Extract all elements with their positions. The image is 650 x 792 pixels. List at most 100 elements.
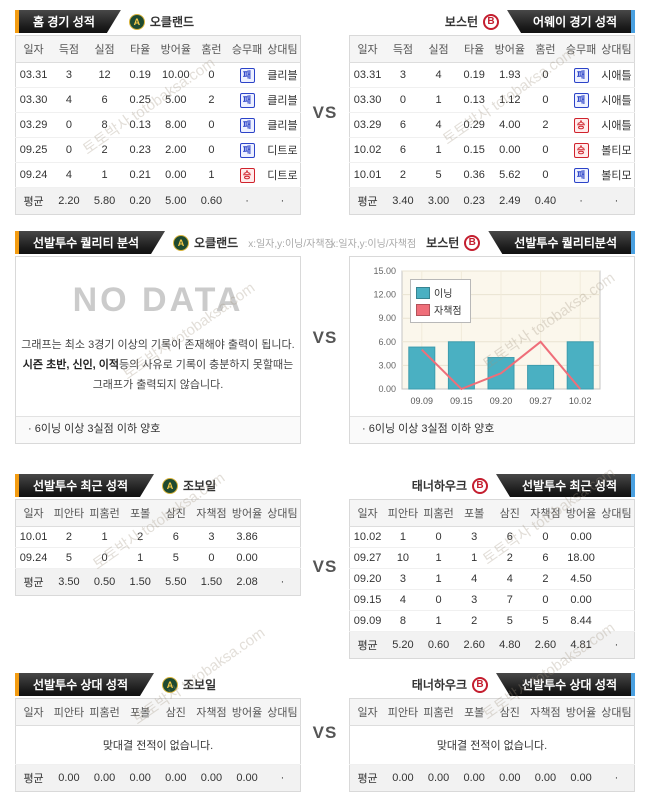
- section-title: 선발투수 최근 성적: [33, 479, 128, 493]
- table-cell: 5.62: [492, 162, 528, 188]
- table-cell: 3.50: [51, 568, 87, 596]
- table-cell: 09.15: [349, 589, 386, 611]
- win-badge: 승: [239, 167, 255, 183]
- empty-message: 맞대결 전적이 없습니다.: [15, 725, 301, 765]
- table-cell: 2.60: [456, 631, 492, 659]
- section-tab: 선발투수 최근 성적: [19, 474, 154, 497]
- column-header: 상대팀: [264, 35, 301, 63]
- loss-badge: 패: [239, 92, 255, 108]
- table-cell: 0.60: [193, 187, 230, 215]
- table-cell: 2: [492, 547, 528, 569]
- column-header: 포볼: [456, 499, 492, 527]
- table-cell: 6: [385, 112, 421, 138]
- table-row: 03.30 4 6 0.25 5.00 2 패 클리블: [15, 87, 301, 113]
- legend-entry: 자책점: [416, 302, 462, 317]
- table-cell: 10: [385, 547, 421, 569]
- column-header: 상대팀: [598, 35, 635, 63]
- no-data-bold-text: 시즌 초반, 신인, 이적: [22, 359, 120, 372]
- section-game-record: 홈 경기 성적 A 오클랜드 일자 득점 실점 타율 방어율 홈런 승무패 상대팀 03.31 3…: [15, 10, 635, 215]
- table-cell: 0: [51, 137, 87, 163]
- section-title: 선발투수 퀄리티분석: [514, 236, 617, 250]
- table-cell: 5: [527, 610, 564, 632]
- table-cell: 시애틀: [598, 112, 635, 138]
- table-cell: 평균: [15, 764, 52, 792]
- table-cell: 0.23: [456, 187, 492, 215]
- no-data-message: NO DATA 그래프는 최소 3경기 이상의 기록이 존재해야 출력이 됩니다…: [16, 257, 300, 394]
- table-cell: 1: [420, 137, 457, 163]
- table-cell: 0: [385, 87, 421, 113]
- table-cell: 03.30: [349, 87, 386, 113]
- table-cell: 2: [86, 137, 123, 163]
- table-cell: 3: [385, 568, 421, 590]
- table-cell: [264, 526, 301, 548]
- boston-redsox-logo: B: [472, 477, 488, 494]
- table-cell: 03.31: [349, 62, 386, 88]
- pitcher-info: 태너하우크 B: [412, 673, 488, 696]
- table-cell: 0: [527, 526, 564, 548]
- no-data-line: 그래프는 최소 3경기 이상의 기록이 존재해야 출력이 됩니다.: [21, 339, 295, 351]
- table-cell: 0.00: [563, 526, 599, 548]
- table-cell: 10.01: [15, 526, 52, 548]
- team-name: 오클랜드: [194, 236, 239, 250]
- table-cell: 0: [527, 137, 564, 163]
- table-cell: 03.30: [15, 87, 52, 113]
- oakland-athletics-logo: A: [128, 13, 145, 30]
- loss-badge: 패: [239, 117, 255, 133]
- column-header: 상대팀: [264, 499, 301, 527]
- table-cell: [598, 589, 635, 611]
- column-header: 피안타: [385, 698, 421, 726]
- svg-text:3.00: 3.00: [378, 360, 396, 370]
- blue-accent-bar: [631, 10, 635, 33]
- table-row: 맞대결 전적이 없습니다.: [349, 725, 635, 765]
- table-cell: 8: [86, 112, 123, 138]
- table-cell: 0: [527, 62, 564, 88]
- table-cell: 03.29: [349, 112, 386, 138]
- legend-swatch: [416, 286, 430, 299]
- table-cell: [598, 568, 635, 590]
- table-row: 10.02 1 0 3 6 0 0.00: [349, 526, 635, 548]
- table-cell: 4: [385, 589, 421, 611]
- column-header: 피안타: [51, 499, 87, 527]
- table-cell: 2: [385, 162, 421, 188]
- table-cell: 평균: [15, 568, 52, 596]
- panel-header: 태너하우크 B 선발투수 상대 성적: [349, 673, 635, 696]
- quality-right-panel: x:일자,y:이닝/자책점 보스턴 B 선발투수 퀄리티분석 0.00 3.00 6…: [331, 231, 635, 444]
- table-cell: 승: [563, 112, 599, 138]
- table-cell: 클리블: [264, 112, 301, 138]
- table-cell: ·: [598, 764, 635, 792]
- table-cell: 0.00: [563, 764, 599, 792]
- table-cell: 패: [229, 137, 265, 163]
- column-header: 피안타: [51, 698, 87, 726]
- team-info: A 오클랜드: [173, 231, 238, 254]
- table-cell: 평균: [349, 764, 386, 792]
- table-row: 09.09 8 1 2 5 5 8.44: [349, 610, 635, 632]
- oakland-athletics-logo: A: [162, 676, 178, 693]
- column-header: 일자: [15, 499, 52, 527]
- table-cell: ·: [264, 568, 301, 596]
- orange-accent-bar: [15, 474, 19, 497]
- table-cell: 03.29: [15, 112, 52, 138]
- table-cell: 패: [563, 62, 599, 88]
- table-cell: 패: [229, 112, 265, 138]
- quality-chart: 0.00 3.00 6.00 9.00 12.00 15.00 09.09 09.15 09.2…: [350, 257, 634, 420]
- table-row: 03.30 0 1 0.13 1.12 0 패 시애틀: [349, 87, 635, 113]
- table-cell: 4: [420, 112, 457, 138]
- section-title: 선발투수 상대 성적: [33, 678, 128, 692]
- column-header: 방어율: [563, 499, 599, 527]
- table-cell: 0.00: [492, 137, 528, 163]
- column-header: 피홈런: [420, 499, 457, 527]
- column-header: 자책점: [193, 499, 230, 527]
- table-cell: 10.00: [158, 62, 194, 88]
- panel-header: 선발투수 최근 성적 A 조보일: [15, 474, 301, 497]
- section-quality-analysis: 선발투수 퀄리티 분석 A 오클랜드 x:일자,y:이닝/자책점 NO DATA…: [15, 231, 635, 444]
- table-cell: 디트로: [264, 137, 301, 163]
- stats-table: 일자 피안타 피홈런 포볼 삼진 자책점 방어율 상대팀 맞대결 전적이 없습니다. 평균 0.00…: [15, 698, 301, 792]
- blue-accent-bar: [631, 231, 635, 254]
- table-cell: 5.00: [158, 87, 194, 113]
- table-cell: [264, 547, 301, 569]
- table-cell: 7: [492, 589, 528, 611]
- column-header: 상대팀: [598, 698, 635, 726]
- table-cell: 09.09: [349, 610, 386, 632]
- table-cell: 2.60: [527, 631, 564, 659]
